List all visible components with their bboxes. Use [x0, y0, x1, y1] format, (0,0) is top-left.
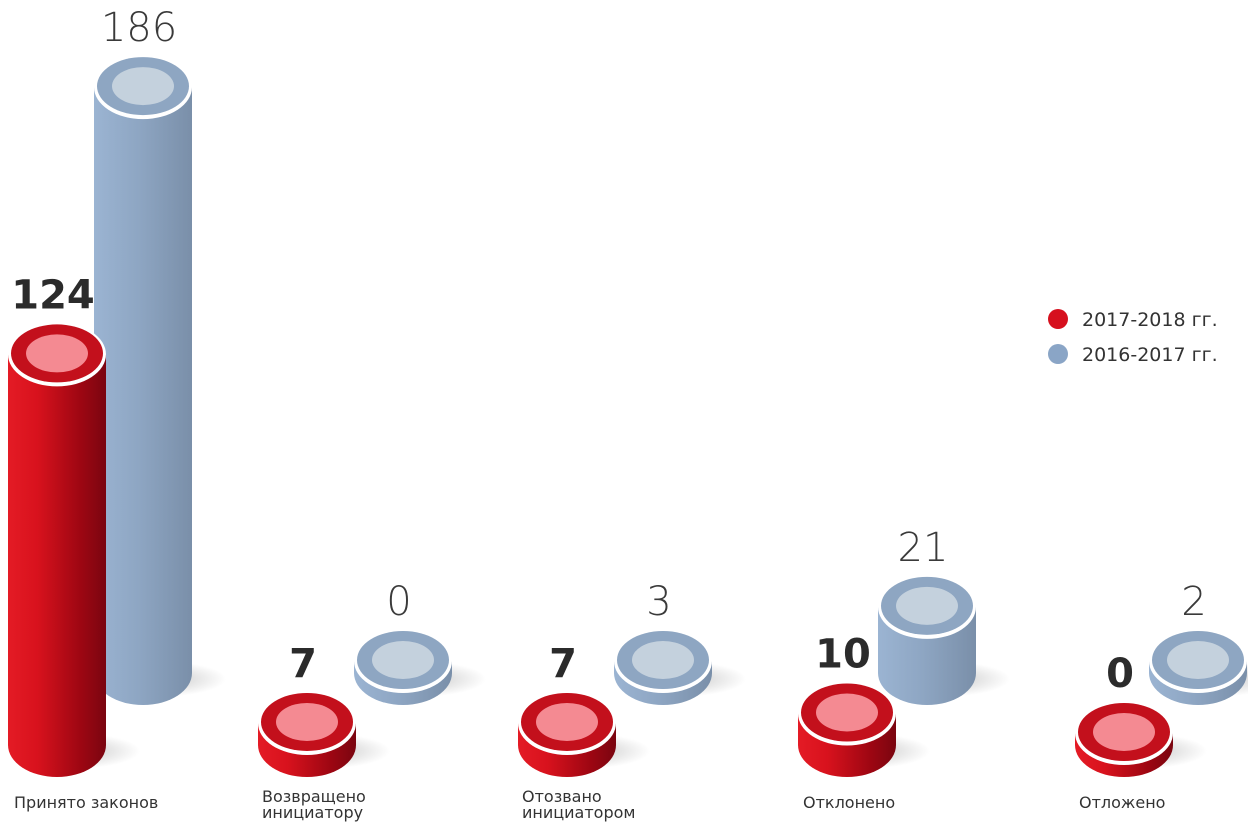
- bar-1-series-2: [94, 55, 192, 706]
- value-label-series-1-1: 124: [11, 272, 95, 318]
- bar-4-series-2: [878, 574, 976, 705]
- bar-3-series-1-top-inner: [536, 702, 598, 741]
- bar-3-series-2-top-inner: [632, 641, 694, 679]
- bar-5-series-2: [1149, 629, 1247, 705]
- bar-1-series-2-body: [94, 87, 192, 706]
- legend-swatch-1: [1048, 309, 1068, 329]
- legend-label-2: 2016-2017 гг.: [1082, 344, 1218, 366]
- bar-5-series-2-top-inner: [1167, 641, 1229, 679]
- category-label-2: Возвращено инициатору: [262, 787, 366, 822]
- category-label-5: Отложено: [1079, 793, 1165, 812]
- value-label-series-2-1: 186: [101, 5, 177, 51]
- bar-4-series-1: [798, 681, 896, 777]
- category-label-line: Отклонено: [803, 793, 895, 812]
- category-label-line: Отозвано: [522, 787, 602, 806]
- bar-4-series-2-top-inner: [896, 586, 958, 625]
- value-label-series-1-2: 7: [289, 641, 317, 687]
- bar-4-series-1-top-inner: [816, 693, 878, 732]
- bar-1-series-1-body: [8, 354, 106, 777]
- legend-swatch-2: [1048, 344, 1068, 364]
- category-label-4: Отклонено: [803, 793, 895, 812]
- category-label-line: инициатором: [522, 803, 635, 822]
- bar-1-series-1-top-inner: [26, 334, 88, 373]
- labels-layer: 124 186 7 0 7 3 10 21 0 2 Принято законов Возвращен…: [11, 5, 1206, 822]
- bar-2-series-1-top-inner: [276, 702, 338, 741]
- category-label-3: Отозвано инициатором: [522, 787, 635, 822]
- bar-2-series-2: [354, 629, 452, 705]
- bars-layer: [8, 55, 1247, 777]
- legend-label-1: 2017-2018 гг.: [1082, 309, 1218, 331]
- value-label-series-1-5: 0: [1106, 651, 1134, 697]
- value-label-series-1-4: 10: [815, 632, 871, 678]
- value-label-series-2-3: 3: [646, 579, 671, 625]
- bar-3-series-1: [518, 690, 616, 777]
- bar-3-series-2: [614, 629, 712, 705]
- category-label-line: инициатору: [262, 803, 363, 822]
- value-label-series-2-2: 0: [386, 579, 411, 625]
- category-label-line: Возвращено: [262, 787, 366, 806]
- legend: 2017-2018 гг. 2016-2017 гг.: [1048, 309, 1218, 366]
- bar-2-series-2-top-inner: [372, 641, 434, 679]
- bar-5-series-1-top-inner: [1093, 713, 1155, 751]
- category-label-line: Принято законов: [14, 793, 158, 812]
- category-label-1: Принято законов: [14, 793, 158, 812]
- bar-5-series-1: [1075, 701, 1173, 777]
- value-label-series-2-4: 21: [898, 525, 949, 571]
- bar-2-series-1: [258, 690, 356, 777]
- bar-1-series-1: [8, 322, 106, 777]
- value-label-series-2-5: 2: [1181, 579, 1206, 625]
- category-label-line: Отложено: [1079, 793, 1165, 812]
- bar-1-series-2-top-inner: [112, 67, 174, 106]
- value-label-series-1-3: 7: [549, 641, 577, 687]
